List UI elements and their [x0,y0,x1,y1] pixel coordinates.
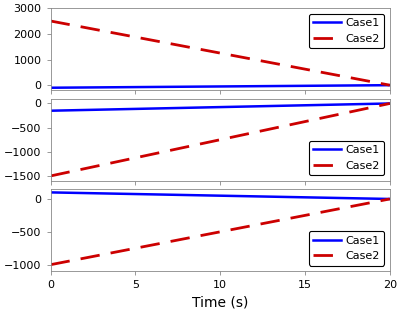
Case2 [313,69,318,73]
Case1 [48,86,53,89]
X-axis label: Time (s): Time (s) [192,296,248,310]
Case2 [198,142,203,146]
Line: Case1: Case1 [51,104,390,111]
Line: Case2: Case2 [51,104,390,176]
Case2 [281,63,286,67]
Legend: Case1, Case2: Case1, Case2 [309,231,384,266]
Legend: Case1, Case2: Case1, Case2 [309,141,384,175]
Case1 [313,84,318,88]
Case1 [83,86,87,89]
Case2 [83,256,87,260]
Case2 [48,19,53,23]
Case1 [387,197,392,201]
Case2 [319,70,324,74]
Case1 [313,103,318,107]
Case1 [185,193,190,197]
Case2 [83,167,87,171]
Case2 [319,210,324,214]
Line: Case1: Case1 [51,192,390,199]
Case1 [48,191,53,194]
Case1 [319,84,324,88]
Case2 [387,197,392,201]
Case2 [281,218,286,221]
Case2 [198,47,203,51]
Case2 [313,117,318,121]
Case1 [198,85,203,89]
Case2 [198,234,203,238]
Case2 [313,212,318,215]
Case1 [281,104,286,108]
Case1 [83,108,87,112]
Case1 [198,193,203,197]
Case1 [281,84,286,88]
Case2 [387,102,392,106]
Case1 [185,85,190,89]
Case2 [281,124,286,128]
Line: Case2: Case2 [51,21,390,85]
Case2 [387,83,392,87]
Case1 [319,103,324,107]
Case1 [83,191,87,195]
Case2 [185,145,190,149]
Case2 [319,116,324,120]
Case1 [387,83,392,87]
Case1 [281,195,286,199]
Case2 [185,45,190,49]
Case2 [83,26,87,30]
Case1 [313,196,318,199]
Case1 [185,106,190,110]
Case1 [387,102,392,106]
Legend: Case1, Case2: Case1, Case2 [309,14,384,48]
Case1 [319,196,324,199]
Case2 [48,174,53,178]
Line: Case1: Case1 [51,85,390,88]
Case1 [198,106,203,109]
Case1 [48,109,53,113]
Line: Case2: Case2 [51,199,390,265]
Case2 [48,263,53,267]
Case2 [185,236,190,240]
